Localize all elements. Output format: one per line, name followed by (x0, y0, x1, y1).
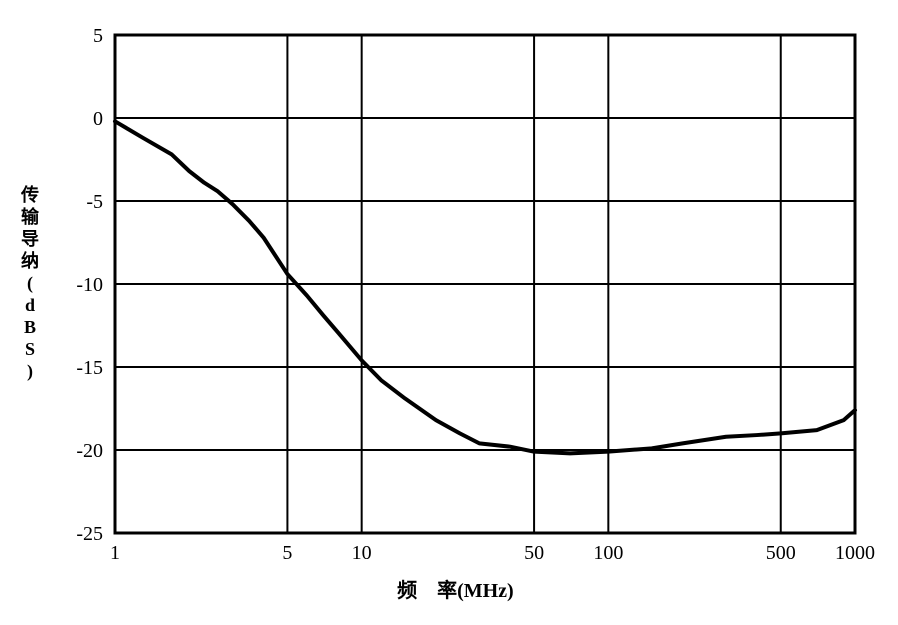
chart-container: 151050100500100050-5-10-15-20-25频 率(MHz)… (0, 0, 898, 625)
x-tick-label: 1 (110, 542, 120, 564)
x-tick-label: 50 (524, 542, 544, 564)
y-axis-title-char: ( (27, 273, 33, 294)
y-axis-title-char: S (25, 339, 35, 359)
y-axis-title-char: 传 (20, 184, 39, 205)
y-tick-label: -25 (76, 523, 103, 545)
x-tick-label: 100 (593, 542, 623, 564)
y-axis-title-char: B (24, 317, 36, 337)
y-axis-title-char: 输 (21, 206, 40, 227)
y-tick-label: -5 (86, 191, 103, 213)
y-axis-title-char: ) (27, 361, 33, 382)
y-tick-label: -15 (76, 357, 103, 379)
x-tick-label: 10 (352, 542, 372, 564)
y-tick-label: -20 (76, 440, 103, 462)
y-axis-title-char: d (25, 295, 35, 315)
chart-svg: 151050100500100050-5-10-15-20-25频 率(MHz)… (0, 0, 898, 625)
y-tick-label: 5 (93, 25, 103, 47)
y-axis-title-char: 导 (21, 229, 39, 249)
y-tick-label: -10 (76, 274, 103, 296)
y-tick-label: 0 (93, 108, 103, 130)
x-tick-label: 5 (282, 542, 292, 564)
x-tick-label: 500 (766, 542, 796, 564)
y-axis-title-char: 纳 (21, 250, 39, 271)
x-tick-label: 1000 (835, 542, 875, 564)
x-axis-title: 频 率(MHz) (397, 578, 514, 602)
